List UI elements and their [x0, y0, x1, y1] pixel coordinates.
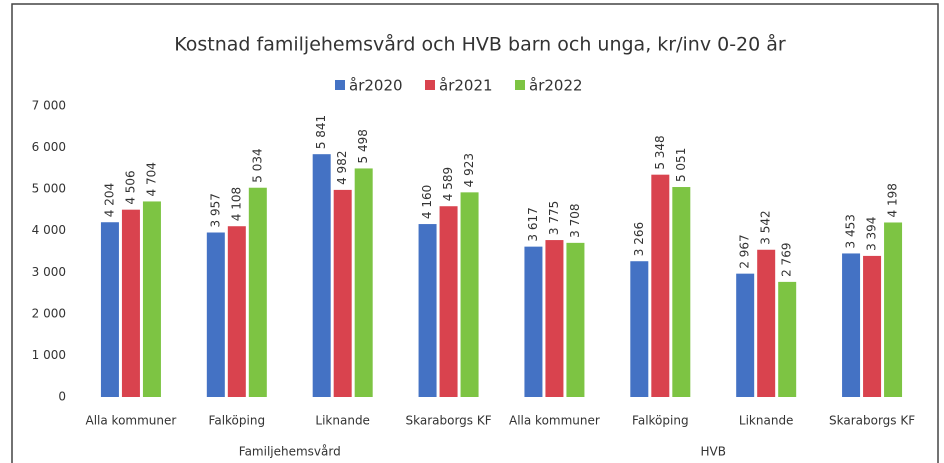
- bar: [100, 222, 119, 397]
- bar: [460, 192, 479, 397]
- group-label: HVB: [701, 445, 726, 459]
- x-tick-label: Alla kommuner: [509, 414, 600, 428]
- x-tick-label: Falköping: [209, 414, 266, 428]
- bar: [566, 242, 585, 397]
- value-label: 5 498: [356, 129, 370, 163]
- legend-swatch: [335, 80, 345, 90]
- value-label: 3 957: [208, 193, 222, 227]
- bar: [757, 249, 776, 397]
- chart-title: Kostnad familjehemsvård och HVB barn och…: [174, 33, 786, 56]
- bar: [142, 201, 161, 397]
- value-label: 2 967: [738, 234, 752, 268]
- value-label: 3 775: [547, 201, 561, 235]
- bar: [418, 224, 437, 397]
- legend-label: år2021: [439, 77, 493, 95]
- bar: [842, 253, 861, 397]
- y-tick-label: 3 000: [32, 265, 66, 279]
- legend-swatch: [515, 80, 525, 90]
- value-label: 4 589: [441, 167, 455, 201]
- y-tick-label: 5 000: [32, 182, 66, 196]
- value-label: 5 348: [653, 135, 667, 169]
- value-label: 5 051: [674, 148, 688, 182]
- value-label: 3 708: [568, 203, 582, 237]
- y-tick-label: 0: [58, 390, 66, 404]
- x-tick-label: Skaraborgs KF: [405, 414, 491, 428]
- value-label: 2 769: [780, 243, 794, 277]
- value-label: 4 704: [144, 162, 158, 196]
- bar: [439, 206, 458, 397]
- y-tick-label: 7 000: [32, 99, 66, 113]
- y-tick-label: 4 000: [32, 223, 66, 237]
- x-tick-label: Liknande: [315, 414, 370, 428]
- value-label: 4 204: [102, 183, 116, 217]
- bar: [206, 232, 225, 397]
- x-tick-label: Alla kommuner: [86, 414, 177, 428]
- bar: [736, 273, 755, 397]
- bar: [227, 226, 246, 397]
- bar: [778, 281, 797, 397]
- legend-label: år2022: [529, 77, 583, 95]
- value-label: 4 506: [123, 170, 137, 204]
- x-tick-label: Falköping: [632, 414, 689, 428]
- value-label: 3 394: [865, 217, 879, 251]
- y-tick-label: 2 000: [32, 306, 66, 320]
- bar: [545, 240, 564, 397]
- value-label: 3 266: [632, 222, 646, 256]
- bar: [651, 174, 670, 397]
- bar: [863, 255, 882, 397]
- bar: [524, 246, 543, 397]
- y-tick-label: 6 000: [32, 140, 66, 154]
- value-label: 4 160: [420, 185, 434, 219]
- value-label: 5 841: [314, 115, 328, 149]
- value-label: 4 108: [229, 187, 243, 221]
- bar: [354, 168, 373, 397]
- bar: [248, 187, 267, 397]
- bar: [630, 261, 649, 397]
- bar: [333, 189, 352, 397]
- bar: [884, 222, 903, 397]
- value-label: 3 617: [526, 207, 540, 241]
- legend-label: år2020: [349, 77, 403, 95]
- value-label: 3 542: [759, 210, 773, 244]
- group-label: Familjehemsvård: [239, 445, 341, 459]
- y-tick-label: 1 000: [32, 348, 66, 362]
- value-label: 4 198: [886, 183, 900, 217]
- bar: [121, 209, 140, 397]
- legend-swatch: [425, 80, 435, 90]
- bar: [672, 187, 691, 397]
- bar: [312, 154, 331, 397]
- value-label: 3 453: [844, 214, 858, 248]
- value-label: 4 982: [335, 151, 349, 185]
- x-tick-label: Skaraborgs KF: [829, 414, 915, 428]
- x-tick-label: Liknande: [739, 414, 794, 428]
- value-label: 5 034: [250, 148, 264, 182]
- value-label: 4 923: [462, 153, 476, 187]
